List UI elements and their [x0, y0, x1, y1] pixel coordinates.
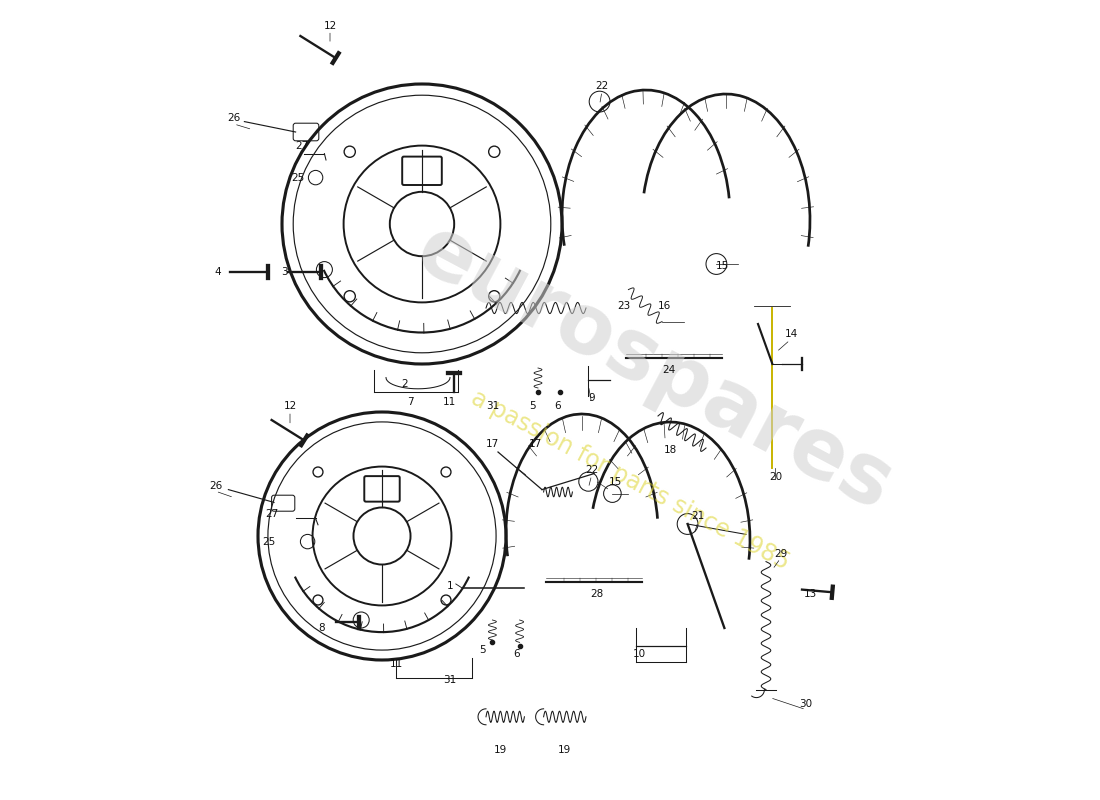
Text: 27: 27 — [296, 141, 309, 150]
Text: 8: 8 — [319, 623, 326, 633]
Text: 27: 27 — [265, 509, 278, 518]
Text: 25: 25 — [262, 538, 275, 547]
Text: 19: 19 — [558, 746, 571, 755]
Text: 14: 14 — [785, 330, 799, 339]
Text: 12: 12 — [323, 21, 337, 30]
Text: 4: 4 — [214, 267, 221, 277]
Text: 18: 18 — [663, 445, 676, 454]
Text: 17: 17 — [486, 439, 499, 449]
Text: 11: 11 — [442, 398, 455, 407]
Text: 12: 12 — [284, 402, 297, 411]
Text: a passion for parts since 1985: a passion for parts since 1985 — [466, 386, 793, 574]
Text: 22: 22 — [585, 466, 598, 475]
Text: 1: 1 — [447, 581, 453, 590]
Text: 15: 15 — [715, 261, 728, 270]
Text: 9: 9 — [588, 394, 595, 403]
Text: 29: 29 — [773, 549, 786, 558]
Text: 6: 6 — [554, 402, 561, 411]
Text: 7: 7 — [407, 397, 414, 406]
Text: 6: 6 — [513, 649, 519, 658]
Text: 26: 26 — [228, 114, 241, 123]
Text: 10: 10 — [632, 649, 646, 658]
Text: 19: 19 — [494, 746, 507, 755]
Text: 11: 11 — [389, 659, 403, 669]
Text: 26: 26 — [209, 482, 222, 491]
Text: 21: 21 — [692, 511, 705, 521]
Text: 5: 5 — [478, 645, 485, 654]
Text: 16: 16 — [658, 301, 671, 310]
Text: 25: 25 — [292, 173, 305, 182]
Text: 3: 3 — [282, 267, 288, 277]
Text: eurospares: eurospares — [402, 208, 906, 528]
Text: 2: 2 — [402, 379, 408, 389]
Text: 28: 28 — [590, 589, 603, 598]
Text: 30: 30 — [800, 699, 813, 709]
Text: 5: 5 — [529, 402, 536, 411]
Text: 13: 13 — [803, 589, 816, 598]
Text: 31: 31 — [443, 675, 456, 685]
Text: 23: 23 — [617, 301, 630, 310]
Text: 24: 24 — [662, 365, 675, 374]
Text: 20: 20 — [769, 472, 782, 482]
Text: 17: 17 — [529, 439, 542, 449]
Text: 22: 22 — [595, 81, 608, 90]
Text: 15: 15 — [609, 477, 623, 486]
Text: 31: 31 — [486, 402, 499, 411]
